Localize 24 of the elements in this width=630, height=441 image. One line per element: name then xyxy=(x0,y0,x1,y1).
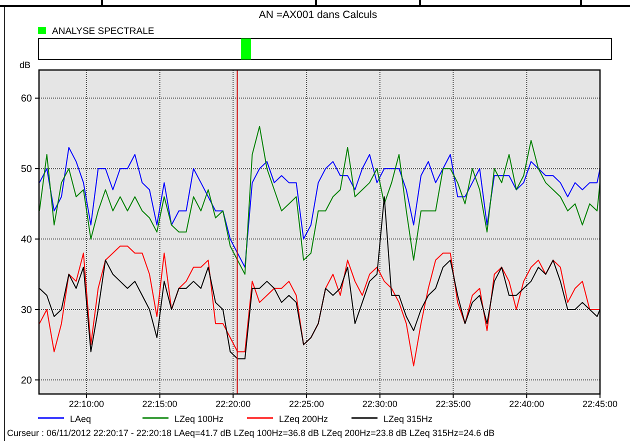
x-tick-label: 22:45:00 xyxy=(582,399,618,409)
line-series xyxy=(38,126,600,275)
legend-label: LAeq xyxy=(70,414,92,424)
x-tick-label: 22:40:00 xyxy=(509,399,544,409)
legend-label: LZeq 200Hz xyxy=(279,414,329,424)
y-tick-label: 40 xyxy=(20,234,32,246)
x-tick-label: 22:10:00 xyxy=(68,399,104,409)
line-series xyxy=(38,146,600,268)
legend-label: LZeq 100Hz xyxy=(174,414,224,424)
line-series xyxy=(38,246,600,366)
x-tick-label: 22:20:00 xyxy=(216,399,251,409)
x-tick-label: 22:15:00 xyxy=(142,399,178,409)
x-tick-label: 22:35:00 xyxy=(436,399,471,409)
y-tick-label: 20 xyxy=(20,375,32,386)
y-tick-label: 50 xyxy=(20,164,32,176)
text: ANALYSE SPECTRALE xyxy=(52,26,154,37)
y-axis-title: dB xyxy=(19,60,31,70)
chart-title: AN =AX001 dans Calculs xyxy=(258,9,378,21)
legend-label: LZeq 315Hz xyxy=(384,414,434,424)
text: Curseur : 06/11/2012 22:20:17 - 22:20:18 LAeq=41.7 dB LZeq 100Hz=36.8 dB LZeq 200Hz=23.8 dB LZeq 315Hz=24.6 dB xyxy=(7,428,495,438)
y-tick-label: 60 xyxy=(20,94,32,105)
x-tick-label: 22:30:00 xyxy=(362,399,398,409)
y-tick-label: 30 xyxy=(20,304,32,316)
x-tick-label: 22:25:00 xyxy=(289,399,324,409)
